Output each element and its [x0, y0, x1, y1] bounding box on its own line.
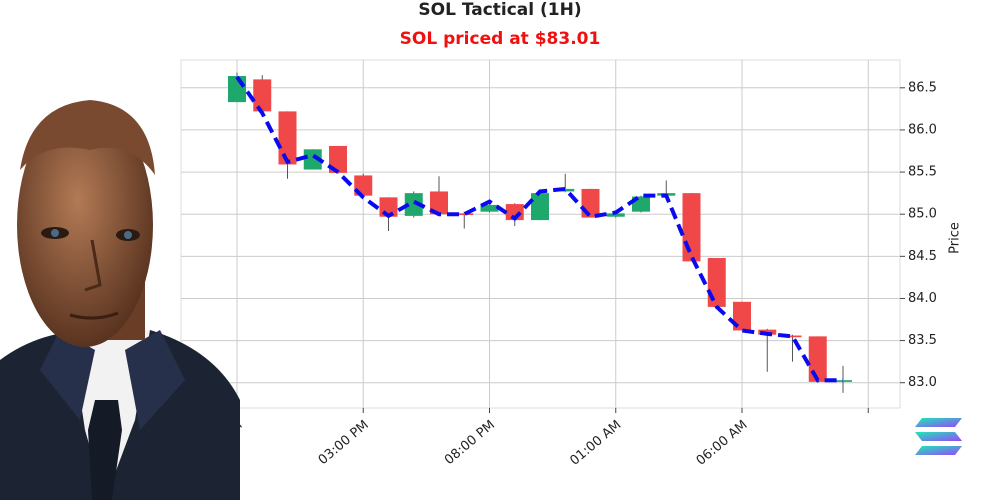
candle-body [455, 213, 474, 216]
candle-body [278, 111, 297, 165]
candle-body [733, 301, 751, 331]
candle-body [253, 79, 272, 112]
candle-body [808, 336, 827, 382]
candle-body [606, 213, 625, 217]
candle-body [707, 258, 726, 307]
chart-subtitle: SOL priced at $83.01 [400, 29, 601, 49]
y-tick-label: 85.5 [908, 165, 937, 180]
y-tick-label: 86.5 [908, 80, 937, 95]
y-tick-label: 83.0 [908, 375, 937, 390]
candle-body [480, 204, 499, 212]
candle-body [556, 188, 575, 192]
x-tick-label: 06:00 AM [694, 418, 751, 469]
candle-body [404, 193, 423, 216]
candle-body [581, 188, 600, 218]
y-tick-label: 84.5 [908, 249, 937, 264]
y-tick-label: 86.0 [908, 122, 937, 137]
y-tick-label: 83.5 [908, 333, 937, 348]
x-tick-label: 01:00 AM [567, 418, 624, 469]
solana-logo [915, 418, 962, 455]
y-tick-label: 84.0 [908, 291, 937, 306]
candle-body [303, 149, 322, 170]
portrait [0, 100, 240, 500]
candle-body [329, 145, 347, 173]
x-tick-label: 03:00 PM [316, 418, 372, 468]
plot-area [180, 59, 901, 409]
candle-body [430, 191, 448, 215]
y-axis-label: Price [948, 222, 963, 254]
candle-body [783, 335, 802, 338]
candle-body [531, 193, 549, 221]
chart-title: SOL Tactical (1H) [418, 0, 581, 20]
y-tick-label: 85.0 [908, 207, 937, 222]
x-tick-label: 08:00 PM [442, 418, 498, 468]
trend-line [235, 75, 843, 383]
